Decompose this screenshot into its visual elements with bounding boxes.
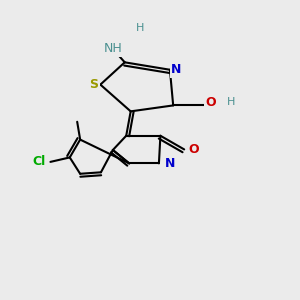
Text: Cl: Cl bbox=[33, 155, 46, 168]
Text: N: N bbox=[165, 157, 175, 170]
Text: NH: NH bbox=[103, 42, 122, 56]
Text: H: H bbox=[135, 23, 144, 33]
Text: O: O bbox=[205, 96, 216, 109]
Text: O: O bbox=[189, 143, 199, 156]
Text: N: N bbox=[171, 63, 182, 76]
Text: S: S bbox=[89, 78, 98, 91]
Text: H: H bbox=[227, 98, 235, 107]
